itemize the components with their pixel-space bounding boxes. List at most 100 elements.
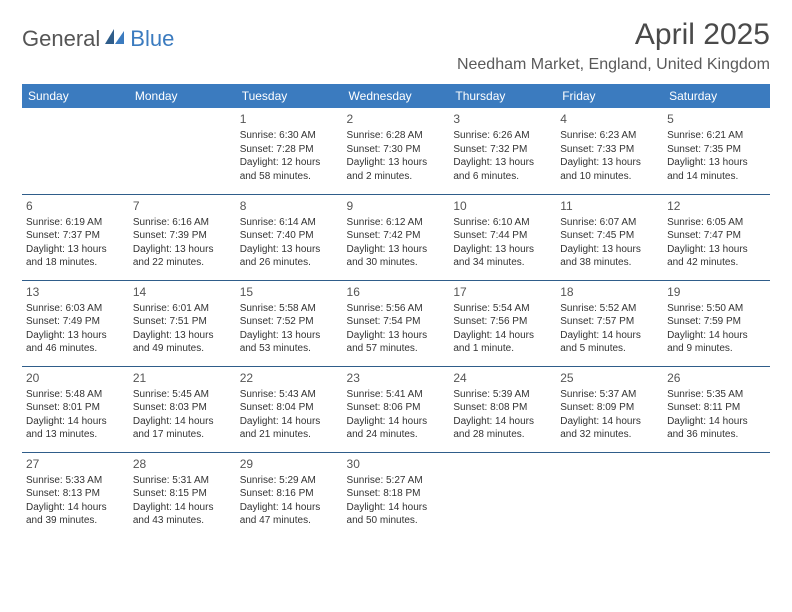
day-number: 27	[26, 456, 125, 472]
calendar-day-cell: 3Sunrise: 6:26 AMSunset: 7:32 PMDaylight…	[449, 108, 556, 194]
day-number: 5	[667, 111, 766, 127]
calendar-day-cell: 8Sunrise: 6:14 AMSunset: 7:40 PMDaylight…	[236, 194, 343, 280]
sunrise-text: Sunrise: 6:03 AM	[26, 302, 125, 316]
day-number: 28	[133, 456, 232, 472]
day-number: 3	[453, 111, 552, 127]
daylight-text: Daylight: 14 hours and 47 minutes.	[240, 501, 339, 528]
sunrise-text: Sunrise: 6:05 AM	[667, 216, 766, 230]
daylight-text: Daylight: 14 hours and 17 minutes.	[133, 415, 232, 442]
daylight-text: Daylight: 13 hours and 38 minutes.	[560, 243, 659, 270]
sunrise-text: Sunrise: 5:56 AM	[347, 302, 446, 316]
daylight-text: Daylight: 14 hours and 36 minutes.	[667, 415, 766, 442]
calendar-day-cell: 17Sunrise: 5:54 AMSunset: 7:56 PMDayligh…	[449, 280, 556, 366]
day-number: 9	[347, 198, 446, 214]
sunrise-text: Sunrise: 5:54 AM	[453, 302, 552, 316]
daylight-text: Daylight: 13 hours and 30 minutes.	[347, 243, 446, 270]
calendar-table: SundayMondayTuesdayWednesdayThursdayFrid…	[22, 84, 770, 538]
sunrise-text: Sunrise: 5:27 AM	[347, 474, 446, 488]
day-number: 16	[347, 284, 446, 300]
daylight-text: Daylight: 13 hours and 6 minutes.	[453, 156, 552, 183]
calendar-day-cell: 5Sunrise: 6:21 AMSunset: 7:35 PMDaylight…	[663, 108, 770, 194]
calendar-day-cell: 14Sunrise: 6:01 AMSunset: 7:51 PMDayligh…	[129, 280, 236, 366]
weekday-header: Monday	[129, 84, 236, 108]
sunrise-text: Sunrise: 5:50 AM	[667, 302, 766, 316]
calendar-day-cell	[556, 452, 663, 538]
day-number: 26	[667, 370, 766, 386]
logo-sail-icon	[104, 27, 126, 52]
sunrise-text: Sunrise: 6:14 AM	[240, 216, 339, 230]
calendar-week-row: 6Sunrise: 6:19 AMSunset: 7:37 PMDaylight…	[22, 194, 770, 280]
calendar-day-cell	[129, 108, 236, 194]
sunset-text: Sunset: 8:13 PM	[26, 487, 125, 501]
calendar-day-cell: 16 Sunrise: 5:56 AMSunset: 7:54 PMDayligh…	[343, 280, 450, 366]
daylight-text: Daylight: 13 hours and 34 minutes.	[453, 243, 552, 270]
calendar-week-row: 27Sunrise: 5:33 AMSunset: 8:13 PMDayligh…	[22, 452, 770, 538]
sunset-text: Sunset: 8:01 PM	[26, 401, 125, 415]
sunrise-text: Sunrise: 6:16 AM	[133, 216, 232, 230]
daylight-text: Daylight: 13 hours and 53 minutes.	[240, 329, 339, 356]
calendar-day-cell	[22, 108, 129, 194]
sunset-text: Sunset: 7:51 PM	[133, 315, 232, 329]
daylight-text: Daylight: 14 hours and 13 minutes.	[26, 415, 125, 442]
header: General Blue April 2025 Needham Market, …	[22, 18, 770, 74]
sunset-text: Sunset: 8:18 PM	[347, 487, 446, 501]
daylight-text: Daylight: 14 hours and 24 minutes.	[347, 415, 446, 442]
daylight-text: Daylight: 13 hours and 57 minutes.	[347, 329, 446, 356]
calendar-day-cell: 12Sunrise: 6:05 AMSunset: 7:47 PMDayligh…	[663, 194, 770, 280]
sunset-text: Sunset: 7:59 PM	[667, 315, 766, 329]
calendar-body: 1Sunrise: 6:30 AMSunset: 7:28 PMDaylight…	[22, 108, 770, 538]
day-number: 15	[240, 284, 339, 300]
calendar-day-cell: 29 Sunrise: 5:29 AMSunset: 8:16 PMDayligh…	[236, 452, 343, 538]
calendar-day-cell: 19Sunrise: 5:50 AMSunset: 7:59 PMDayligh…	[663, 280, 770, 366]
day-number: 29	[240, 456, 339, 472]
sunset-text: Sunset: 8:04 PM	[240, 401, 339, 415]
calendar-page: General Blue April 2025 Needham Market, …	[0, 0, 792, 538]
sunrise-text: Sunrise: 6:12 AM	[347, 216, 446, 230]
weekday-header: Tuesday	[236, 84, 343, 108]
logo: General Blue	[22, 26, 174, 52]
sunrise-text: Sunrise: 6:23 AM	[560, 129, 659, 143]
day-number: 10	[453, 198, 552, 214]
sunrise-text: Sunrise: 6:21 AM	[667, 129, 766, 143]
calendar-day-cell: 18Sunrise: 5:52 AMSunset: 7:57 PMDayligh…	[556, 280, 663, 366]
sunset-text: Sunset: 8:09 PM	[560, 401, 659, 415]
sunrise-text: Sunrise: 5:31 AM	[133, 474, 232, 488]
day-number: 30	[347, 456, 446, 472]
sunrise-text: Sunrise: 6:30 AM	[240, 129, 339, 143]
weekday-header: Saturday	[663, 84, 770, 108]
calendar-day-cell: 20Sunrise: 5:48 AMSunset: 8:01 PMDayligh…	[22, 366, 129, 452]
calendar-day-cell: 9Sunrise: 6:12 AMSunset: 7:42 PMDaylight…	[343, 194, 450, 280]
daylight-text: Daylight: 13 hours and 49 minutes.	[133, 329, 232, 356]
sunset-text: Sunset: 8:08 PM	[453, 401, 552, 415]
daylight-text: Daylight: 14 hours and 9 minutes.	[667, 329, 766, 356]
sunrise-text: Sunrise: 5:29 AM	[240, 474, 339, 488]
sunset-text: Sunset: 7:54 PM	[347, 315, 446, 329]
weekday-header: Friday	[556, 84, 663, 108]
daylight-text: Daylight: 13 hours and 42 minutes.	[667, 243, 766, 270]
sunset-text: Sunset: 7:49 PM	[26, 315, 125, 329]
sunrise-text: Sunrise: 5:35 AM	[667, 388, 766, 402]
daylight-text: Daylight: 14 hours and 28 minutes.	[453, 415, 552, 442]
sunset-text: Sunset: 7:39 PM	[133, 229, 232, 243]
weekday-header-row: SundayMondayTuesdayWednesdayThursdayFrid…	[22, 84, 770, 108]
calendar-day-cell: 25Sunrise: 5:37 AMSunset: 8:09 PMDayligh…	[556, 366, 663, 452]
sunrise-text: Sunrise: 5:39 AM	[453, 388, 552, 402]
daylight-text: Daylight: 13 hours and 22 minutes.	[133, 243, 232, 270]
day-number: 12	[667, 198, 766, 214]
calendar-day-cell: 1Sunrise: 6:30 AMSunset: 7:28 PMDaylight…	[236, 108, 343, 194]
calendar-day-cell: 10Sunrise: 6:10 AMSunset: 7:44 PMDayligh…	[449, 194, 556, 280]
sunrise-text: Sunrise: 6:01 AM	[133, 302, 232, 316]
calendar-day-cell: 27Sunrise: 5:33 AMSunset: 8:13 PMDayligh…	[22, 452, 129, 538]
daylight-text: Daylight: 14 hours and 21 minutes.	[240, 415, 339, 442]
daylight-text: Daylight: 14 hours and 43 minutes.	[133, 501, 232, 528]
location-subtitle: Needham Market, England, United Kingdom	[457, 56, 770, 74]
daylight-text: Daylight: 12 hours and 58 minutes.	[240, 156, 339, 183]
sunset-text: Sunset: 7:30 PM	[347, 143, 446, 157]
calendar-day-cell	[663, 452, 770, 538]
sunset-text: Sunset: 8:16 PM	[240, 487, 339, 501]
sunset-text: Sunset: 7:52 PM	[240, 315, 339, 329]
day-number: 4	[560, 111, 659, 127]
sunset-text: Sunset: 8:03 PM	[133, 401, 232, 415]
day-number: 20	[26, 370, 125, 386]
title-block: April 2025 Needham Market, England, Unit…	[457, 18, 770, 74]
